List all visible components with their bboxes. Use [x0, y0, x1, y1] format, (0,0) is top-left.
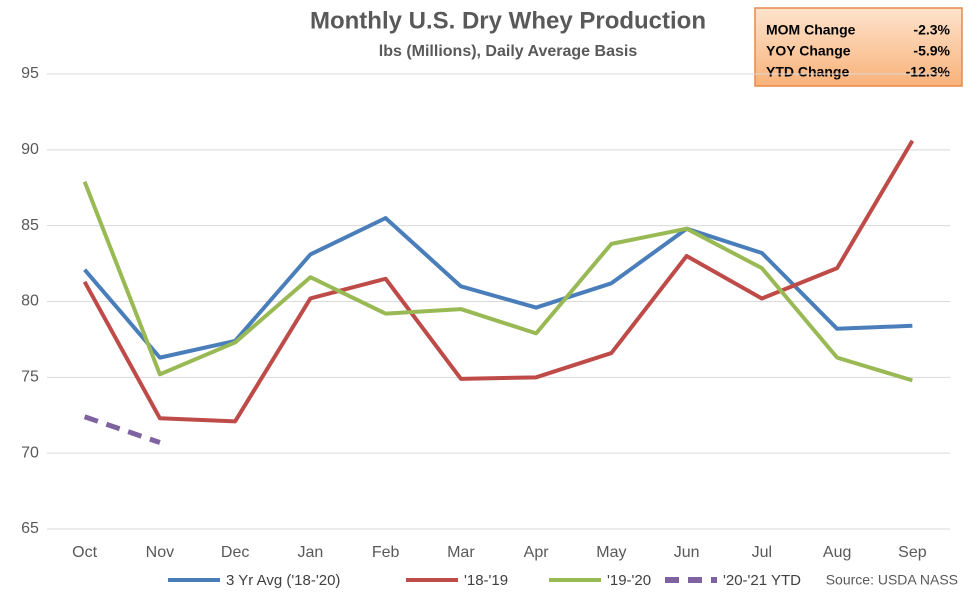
info-box-frame: [754, 7, 963, 87]
legend-label: '18-'19: [464, 572, 508, 589]
info-value: -2.3%: [913, 22, 950, 38]
info-label: MOM Change: [766, 22, 856, 38]
x-tick-label: Jun: [674, 544, 700, 561]
y-tick-label: 75: [21, 369, 39, 386]
x-tick-label: Jan: [297, 544, 323, 561]
y-tick-label: 90: [21, 141, 39, 158]
series-line: [83, 216, 913, 360]
x-tick-label: Mar: [447, 544, 475, 561]
x-tick-label: Aug: [823, 544, 851, 561]
y-tick-label: 65: [21, 520, 39, 537]
source: Source: USDA NASS: [826, 572, 958, 588]
x-tick-label: Apr: [524, 544, 550, 561]
info-box: MOM Change -2.3% YOY Change -5.9% YTD Change…: [754, 7, 963, 87]
x-tick-label: May: [596, 544, 626, 561]
y-tick-label: 85: [21, 217, 39, 234]
series-line: [82, 139, 915, 424]
info-label: YTD Change: [766, 64, 849, 80]
info-value: -12.3%: [906, 64, 951, 80]
y-tick-label: 70: [21, 444, 39, 461]
chart-title: Monthly U.S. Dry Whey Production: [310, 7, 706, 34]
y-tick-label: 80: [21, 293, 39, 310]
x-tick-label: Feb: [372, 544, 400, 561]
chart-subtitle: lbs (Millions), Daily Average Basis: [379, 43, 638, 60]
x-tick-label: Jul: [752, 544, 772, 561]
info-label: YOY Change: [766, 43, 851, 59]
legend-label: '20-'21 YTD: [723, 572, 801, 589]
legend-label: '19-'20: [607, 572, 651, 589]
x-tick-label: Sep: [898, 544, 927, 561]
series-line: [83, 414, 161, 445]
legend-label: 3 Yr Avg ('18-'20): [226, 572, 340, 589]
series-line: [82, 180, 913, 383]
legend: 3 Yr Avg ('18-'20) '18-'19 '19-'20 '20-'21 …: [168, 572, 801, 589]
x-tick-label: Oct: [72, 544, 97, 561]
x-tick-label: Dec: [221, 544, 249, 561]
y-tick-label: 95: [21, 65, 39, 82]
x-tick-label: Nov: [146, 544, 174, 561]
info-value: -5.9%: [913, 43, 950, 59]
